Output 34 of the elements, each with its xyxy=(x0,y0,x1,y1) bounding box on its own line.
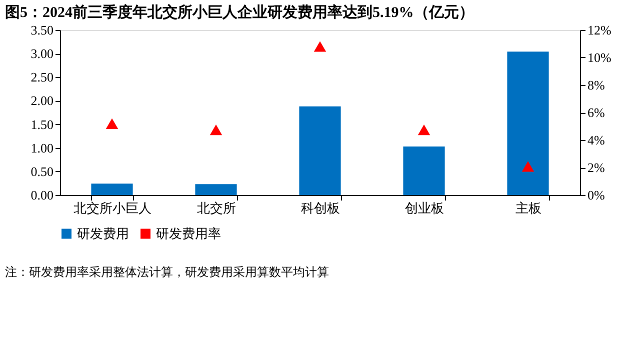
y2-tick-label: 0% xyxy=(588,188,605,202)
bar xyxy=(299,106,341,195)
bar xyxy=(91,184,133,195)
x-tick-label: 主板 xyxy=(516,200,542,216)
x-tick-label: 科创板 xyxy=(301,200,340,216)
point xyxy=(418,124,430,136)
bar xyxy=(403,146,445,195)
point xyxy=(106,118,118,129)
y-tick-label: 0.50 xyxy=(30,164,54,179)
legend-label: 研发费用 xyxy=(77,226,129,241)
y-tick-label: 0.00 xyxy=(30,188,54,202)
y2-tick-label: 8% xyxy=(588,78,605,92)
x-tick-label: 创业板 xyxy=(405,200,444,216)
text: 注：研发费用率采用整体法计算，研发费用采用算数平均计算 xyxy=(5,265,329,279)
y-tick-label: 1.00 xyxy=(30,140,54,156)
y-tick-label: 1.50 xyxy=(30,116,54,132)
y2-tick-label: 4% xyxy=(588,132,605,148)
point xyxy=(210,124,222,136)
y2-tick-label: 2% xyxy=(588,160,605,175)
y-tick-label: 2.50 xyxy=(30,70,54,85)
y-tick-label: 3.00 xyxy=(30,46,54,62)
y2-tick-label: 10% xyxy=(588,50,612,65)
point xyxy=(522,161,534,172)
y-tick-label: 2.00 xyxy=(30,93,54,108)
legend-label: 研发费用率 xyxy=(156,226,221,241)
chart-title: 图5：2024前三季度年北交所小巨人企业研发费用率达到5.19%（亿元） xyxy=(5,3,474,21)
x-tick-label: 北交所小巨人 xyxy=(74,200,152,216)
bar xyxy=(507,52,549,195)
point xyxy=(314,41,326,52)
x-tick-label: 北交所 xyxy=(197,200,236,216)
bar xyxy=(195,184,237,195)
y2-tick-label: 6% xyxy=(588,105,605,120)
y-tick-label: 3.50 xyxy=(30,22,54,38)
y2-tick-label: 12% xyxy=(588,22,612,38)
